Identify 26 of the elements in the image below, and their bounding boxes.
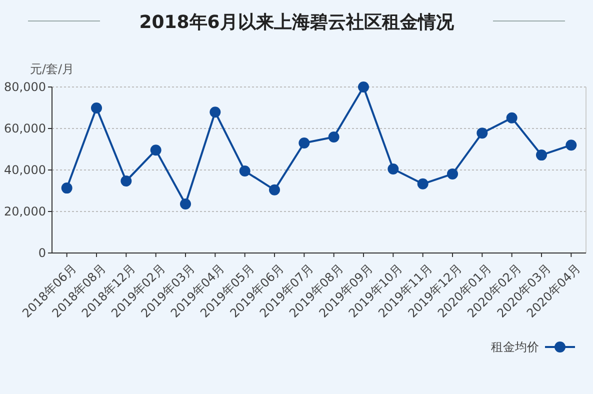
point <box>358 82 369 92</box>
point <box>328 132 340 143</box>
point <box>120 175 132 186</box>
point <box>298 138 310 149</box>
point <box>536 150 547 161</box>
point <box>61 182 72 194</box>
point <box>180 198 191 210</box>
point <box>150 144 162 156</box>
y-tick-label: 80,000 <box>4 80 46 94</box>
point <box>566 140 577 151</box>
chart-title: 2018年6月以来上海碧云社区租金情况 <box>139 12 455 33</box>
y-axis-title: 元/套/月 <box>30 62 74 76</box>
y-tick-label: 0 <box>38 246 46 260</box>
point <box>91 102 102 114</box>
point <box>506 112 518 124</box>
point <box>210 106 221 118</box>
y-tick-label: 60,000 <box>4 122 46 136</box>
y-tick-label: 40,000 <box>4 163 46 178</box>
point <box>239 166 250 177</box>
y-tick-label: 20,000 <box>4 204 46 219</box>
point <box>269 184 280 196</box>
point <box>417 178 428 190</box>
point <box>447 168 458 180</box>
point <box>388 163 399 174</box>
legend-label: 租金均价 <box>491 340 539 354</box>
point <box>476 128 488 139</box>
